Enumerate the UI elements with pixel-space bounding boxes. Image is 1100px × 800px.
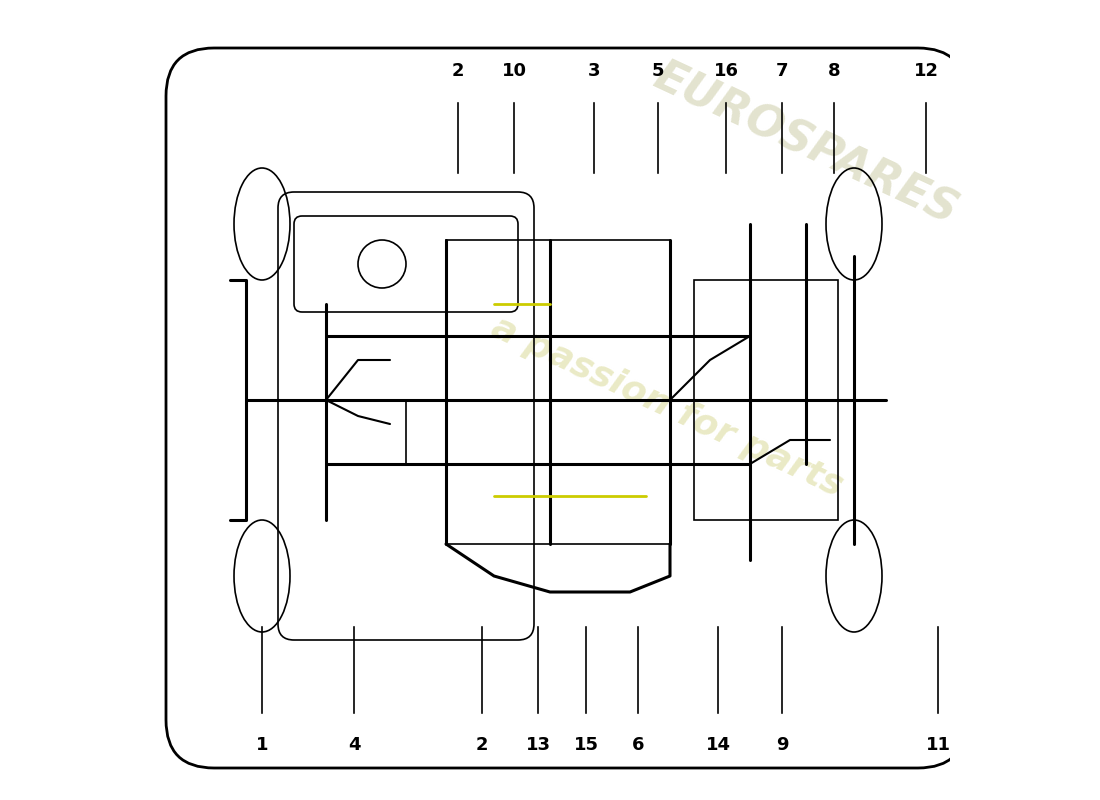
Text: 14: 14 xyxy=(705,736,730,754)
Text: 11: 11 xyxy=(925,736,950,754)
Text: a passion for parts: a passion for parts xyxy=(486,310,848,503)
Text: 10: 10 xyxy=(502,62,527,80)
Text: 13: 13 xyxy=(526,736,550,754)
Text: 7: 7 xyxy=(776,62,789,80)
Text: 3: 3 xyxy=(587,62,601,80)
Text: 12: 12 xyxy=(913,62,938,80)
Text: 16: 16 xyxy=(714,62,738,80)
Text: 6: 6 xyxy=(631,736,645,754)
Text: 9: 9 xyxy=(776,736,789,754)
Text: 2: 2 xyxy=(475,736,488,754)
Text: 15: 15 xyxy=(573,736,598,754)
Text: 5: 5 xyxy=(651,62,664,80)
Text: EUROSPARES: EUROSPARES xyxy=(646,54,964,233)
Text: 2: 2 xyxy=(452,62,464,80)
Bar xyxy=(694,280,838,520)
Bar xyxy=(326,400,406,464)
Bar xyxy=(446,240,670,544)
Text: 4: 4 xyxy=(348,736,361,754)
Text: 8: 8 xyxy=(827,62,840,80)
Text: 1: 1 xyxy=(255,736,268,754)
